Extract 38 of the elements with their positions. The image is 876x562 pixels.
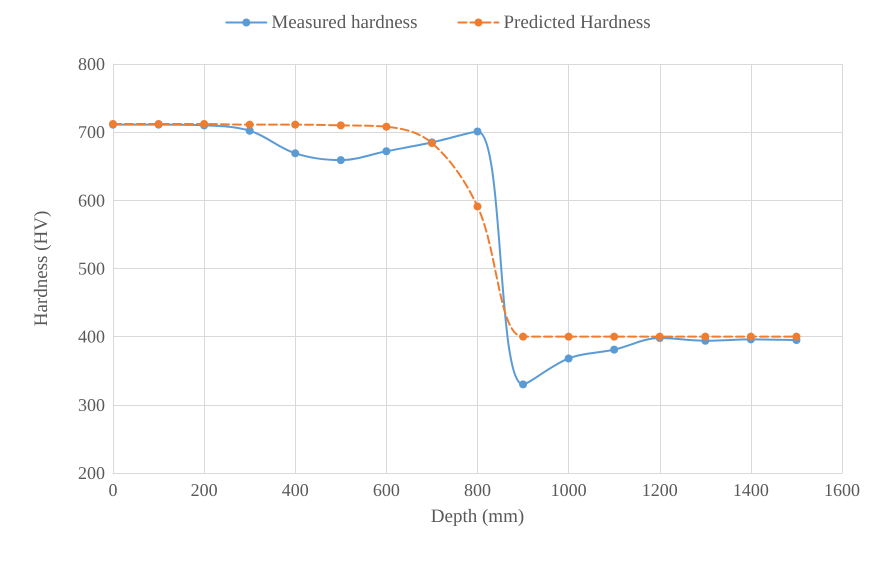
point: [610, 346, 618, 354]
point: [610, 332, 618, 341]
point: [291, 120, 300, 129]
point: [564, 332, 573, 341]
x-tick-label: 1000: [550, 480, 587, 500]
y-tick-label: 700: [78, 122, 105, 142]
point: [564, 354, 573, 362]
x-tick-label: 600: [372, 480, 400, 500]
x-tick-label: 200: [190, 480, 218, 500]
point: [474, 127, 482, 136]
x-tick-label: 1200: [642, 480, 678, 500]
y-tick-label: 500: [78, 258, 105, 278]
x-tick-label: 1600: [824, 480, 860, 500]
point: [474, 202, 482, 210]
x-tick-label: 800: [464, 480, 491, 500]
y-axis-title: Hardness (HV): [31, 210, 52, 326]
y-tick-label: 400: [78, 326, 105, 347]
y-tick-label: 300: [78, 394, 105, 415]
point: [246, 120, 254, 129]
point: [291, 149, 300, 158]
y-tick-label: 600: [78, 190, 105, 210]
point: [519, 332, 528, 341]
point: [746, 332, 755, 341]
legend-label: Predicted Hardness: [503, 12, 651, 33]
point: [382, 122, 390, 131]
point: [792, 332, 800, 341]
point: [701, 332, 710, 341]
y-tick-label: 800: [78, 54, 105, 74]
x-axis-title: Depth (mm): [430, 506, 524, 527]
x-tick-label: 0: [108, 480, 118, 500]
legend-label: Measured hardness: [271, 12, 418, 33]
point: [382, 147, 390, 156]
x-tick-label: 400: [282, 480, 309, 500]
point: [336, 156, 345, 164]
point: [336, 121, 345, 130]
x-tick-label: 1400: [732, 480, 769, 500]
point: [519, 380, 528, 388]
y-tick-label: 200: [78, 463, 105, 483]
